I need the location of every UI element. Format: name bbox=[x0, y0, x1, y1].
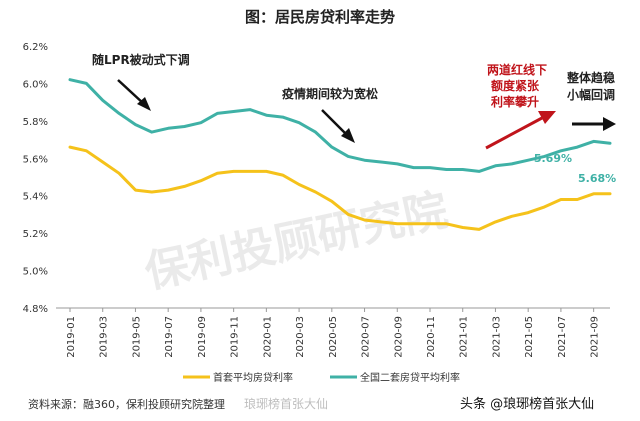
x-tick-label: 2020-05 bbox=[328, 316, 339, 358]
x-tick-label: 2019-05 bbox=[131, 316, 142, 358]
x-tick-label: 2019-07 bbox=[164, 316, 175, 358]
source-note: 资料来源：融360，保利投顾研究院整理 bbox=[28, 397, 225, 411]
y-tick-label: 5.4% bbox=[23, 192, 48, 203]
y-tick-label: 4.8% bbox=[23, 304, 48, 315]
x-tick-label: 2020-03 bbox=[295, 316, 306, 358]
x-tick-label: 2021-05 bbox=[524, 316, 535, 358]
legend-label-second-home: 全国二套房贷平均利率 bbox=[360, 371, 460, 384]
x-tick-label: 2021-09 bbox=[590, 316, 601, 358]
x-tick-label: 2019-03 bbox=[99, 316, 110, 358]
annotation-red-arrow bbox=[485, 116, 543, 150]
x-tick-label: 2021-01 bbox=[459, 316, 470, 358]
annotation-red-line-3: 利率攀升 bbox=[491, 94, 539, 109]
overlay-watermark: 琅琊榜首张大仙 bbox=[244, 396, 328, 411]
annotation-red-arrowhead bbox=[538, 111, 556, 124]
y-tick-label: 5.8% bbox=[23, 117, 48, 128]
annotation-pandemic-arrow bbox=[321, 109, 349, 137]
annotation-lpr-arrowhead bbox=[137, 97, 151, 111]
x-tick-label: 2019-09 bbox=[197, 316, 208, 358]
x-tick-label: 2021-03 bbox=[491, 316, 502, 358]
x-tick-label: 2020-07 bbox=[361, 316, 372, 358]
y-tick-label: 6.2% bbox=[23, 42, 48, 53]
x-tick-label: 2020-01 bbox=[262, 316, 273, 358]
y-tick-label: 5.6% bbox=[23, 154, 48, 165]
platform-credit: 头条 @琅琊榜首张大仙 bbox=[460, 396, 594, 412]
annotation-lpr-arrow bbox=[117, 79, 145, 105]
annotation-stable-arrowhead bbox=[603, 117, 616, 131]
data-label-second-home: 5.69% bbox=[534, 152, 572, 165]
x-tick-label: 2021-07 bbox=[557, 316, 568, 358]
x-tick-label: 2019-01 bbox=[66, 316, 77, 358]
annotation-red-line-1: 两道红线下 bbox=[487, 62, 547, 77]
y-tick-label: 6.0% bbox=[23, 79, 48, 90]
series-line-second-home bbox=[68, 78, 612, 173]
x-tick-label: 2020-09 bbox=[393, 316, 404, 358]
legend-label-first-home: 首套平均房贷利率 bbox=[213, 371, 293, 384]
y-tick-label: 5.2% bbox=[23, 229, 48, 240]
annotation-pandemic: 疫情期间较为宽松 bbox=[282, 86, 378, 101]
x-axis: 2019-01 2019-03 2019-05 2019-07 2019-09 2019-… bbox=[66, 308, 601, 358]
series-lines bbox=[68, 78, 612, 231]
series-line-first-home bbox=[68, 145, 612, 231]
y-axis: 4.8% 5.0% 5.2% 5.4% 5.6% 5.8% 6.0% 6.2% bbox=[23, 42, 48, 315]
watermark: 保利投顾研究院 bbox=[140, 185, 452, 299]
annotation-pandemic-arrowhead bbox=[341, 128, 355, 143]
x-tick-label: 2019-11 bbox=[230, 316, 241, 358]
legend: 首套平均房贷利率 全国二套房贷平均利率 bbox=[183, 371, 460, 384]
data-label-first-home: 5.68% bbox=[578, 172, 616, 185]
y-tick-label: 5.0% bbox=[23, 267, 48, 278]
x-tick-label: 2020-11 bbox=[426, 316, 437, 358]
annotation-red-line-2: 额度紧张 bbox=[491, 78, 540, 93]
chart-title: 图：居民房贷利率走势 bbox=[245, 8, 395, 26]
annotation-stable-line-2: 小幅回调 bbox=[567, 87, 615, 102]
annotation-lpr: 随LPR被动式下调 bbox=[92, 52, 190, 67]
annotation-stable-line-1: 整体趋稳 bbox=[566, 70, 615, 85]
